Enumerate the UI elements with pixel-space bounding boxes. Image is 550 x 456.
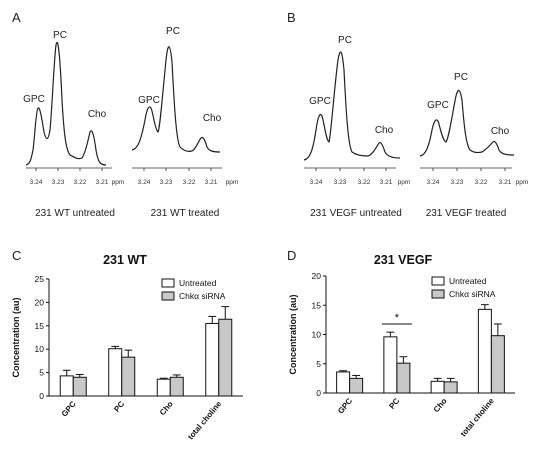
y-axis-title: Concentration (au) <box>288 294 298 374</box>
y-tick-label: 20 <box>35 297 45 307</box>
ppm-tick-label: 3.21 <box>380 179 393 186</box>
spectrum-wt-untreated: 3.24 3.23 3.22 3.21 ppm GPC PC Cho 231 W… <box>23 30 124 219</box>
bar-treated <box>396 362 411 394</box>
peak-label-gpc: GPC <box>138 95 160 106</box>
ppm-tick-label: 3.22 <box>74 179 87 186</box>
ppm-unit-label: ppm <box>516 179 529 186</box>
x-tick-label: total choline <box>459 396 497 438</box>
spectrum-trace <box>131 46 221 153</box>
x-tick-label: Cho <box>158 399 175 417</box>
y-tick-label: 10 <box>35 344 45 354</box>
x-tick-label: GPC <box>60 399 78 418</box>
peak-label-cho: Cho <box>375 125 394 136</box>
ppm-tick-label: 3.24 <box>310 179 323 186</box>
spectrum-trace <box>25 42 107 166</box>
spectrum-wt-treated: 3.24 3.23 3.22 3.21 ppm GPC PC Cho 231 W… <box>131 26 239 219</box>
legend-swatch-untreated <box>161 278 175 288</box>
significance-marker: * <box>395 312 400 324</box>
spectrum-vegf-untreated: 3.24 3.23 3.22 3.21 ppm GPC PC Cho 231 V… <box>303 35 411 219</box>
panel-label-a: A <box>12 10 21 25</box>
peak-label-pc: PC <box>338 35 352 46</box>
y-tick-label: 0 <box>39 391 44 401</box>
bar-untreated <box>59 375 74 397</box>
legend-label-untreated: Untreated <box>449 276 487 286</box>
peak-label-pc: PC <box>53 30 67 41</box>
bar-chart-231-vegf: 231 VEGF Concentration (au) 0 5 10 15 20 GPC PC C… <box>288 253 515 438</box>
bar-treated <box>218 318 233 397</box>
ppm-tick-label: 3.21 <box>499 179 512 186</box>
panel-label-d: D <box>287 248 296 263</box>
bar-treated <box>349 377 364 394</box>
bar-chart-231-wt: 231 WT Concentration (au) 0 5 10 15 20 25 GPC PC C… <box>11 253 243 441</box>
ppm-tick-label: 3.22 <box>358 179 371 186</box>
peak-label-pc: PC <box>454 72 468 83</box>
y-tick-label: 10 <box>312 330 322 340</box>
legend-swatch-treated <box>431 289 445 299</box>
legend-label-treated: Chkα siRNA <box>449 289 496 299</box>
peak-label-gpc: GPC <box>427 100 449 111</box>
ppm-tick-label: 3.21 <box>96 179 109 186</box>
legend-swatch-treated <box>161 291 175 301</box>
chart-title: 231 VEGF <box>374 253 433 267</box>
y-tick-label: 15 <box>35 321 45 331</box>
x-tick-label: PC <box>387 396 401 410</box>
bar-treated <box>121 356 136 397</box>
bar-untreated <box>108 348 123 397</box>
ppm-tick-label: 3.24 <box>427 179 440 186</box>
spectrum-caption: 231 WT untreated <box>35 208 115 219</box>
bar-untreated <box>205 322 220 397</box>
peak-label-cho: Cho <box>203 113 222 124</box>
ppm-unit-label: ppm <box>226 179 239 186</box>
y-tick-label: 25 <box>35 274 45 284</box>
ppm-tick-label: 3.23 <box>52 179 65 186</box>
ppm-unit-label: ppm <box>398 179 411 186</box>
panel-label-b: B <box>287 10 296 25</box>
ppm-tick-label: 3.24 <box>30 179 43 186</box>
peak-label-pc: PC <box>166 26 180 37</box>
ppm-tick-label: 3.22 <box>475 179 488 186</box>
ppm-tick-label: 3.24 <box>138 179 151 186</box>
panel-label-c: C <box>12 248 21 263</box>
x-tick-label: total choline <box>186 399 224 441</box>
chart-title: 231 WT <box>103 253 147 267</box>
x-tick-label: GPC <box>336 396 354 415</box>
y-tick-label: 5 <box>316 359 321 369</box>
bar-treated <box>72 376 87 397</box>
bar-untreated <box>430 380 445 394</box>
y-axis-title: Concentration (au) <box>11 297 21 377</box>
ppm-tick-label: 3.23 <box>334 179 347 186</box>
peak-label-gpc: GPC <box>23 94 45 105</box>
spectrum-trace <box>303 51 401 161</box>
y-tick-label: 20 <box>312 271 322 281</box>
legend-label-untreated: Untreated <box>179 278 217 288</box>
peak-label-gpc: GPC <box>309 96 331 107</box>
ppm-unit-label: ppm <box>112 179 125 186</box>
spectrum-trace <box>419 89 515 157</box>
x-tick-label: PC <box>112 399 126 413</box>
y-tick-label: 5 <box>39 368 44 378</box>
y-tick-label: 15 <box>312 300 322 310</box>
bar-treated <box>443 381 458 394</box>
peak-label-cho: Cho <box>88 109 107 120</box>
bar-treated <box>169 376 184 397</box>
spectrum-vegf-treated: 3.24 3.23 3.22 3.21 ppm GPC PC Cho 231 V… <box>419 72 529 219</box>
bar-treated <box>490 335 505 394</box>
ppm-tick-label: 3.21 <box>205 179 218 186</box>
legend-label-treated: Chkα siRNA <box>179 291 226 301</box>
ppm-tick-label: 3.22 <box>183 179 196 186</box>
bar-untreated <box>156 378 171 397</box>
bar-untreated <box>477 308 492 394</box>
bar-untreated <box>336 371 351 394</box>
x-tick-label: Cho <box>432 396 449 414</box>
spectrum-caption: 231 VEGF treated <box>426 208 507 219</box>
legend-swatch-untreated <box>431 276 445 286</box>
bar-untreated <box>383 336 398 394</box>
peak-label-cho: Cho <box>491 126 510 137</box>
ppm-tick-label: 3.23 <box>451 179 464 186</box>
spectrum-caption: 231 WT treated <box>151 208 220 219</box>
spectrum-caption: 231 VEGF untreated <box>310 208 402 219</box>
ppm-tick-label: 3.23 <box>160 179 173 186</box>
y-tick-label: 0 <box>316 388 321 398</box>
